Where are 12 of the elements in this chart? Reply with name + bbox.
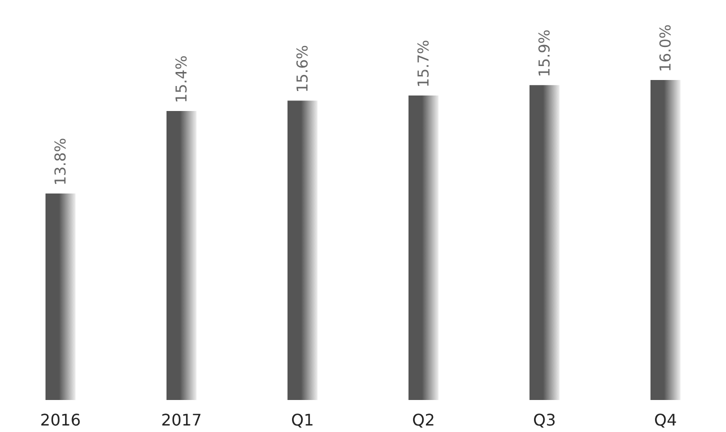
data-label: 15.6% (294, 44, 312, 93)
x-tick-label: Q2 (412, 410, 435, 430)
x-tick-label: Q1 (291, 410, 314, 430)
data-label: 13.8% (52, 138, 70, 186)
x-tick-label: 2017 (161, 410, 202, 430)
x-tick-label: Q3 (533, 410, 556, 430)
data-label: 15.9% (536, 30, 554, 78)
data-label: 16.0% (656, 24, 674, 72)
data-label: 15.7% (414, 40, 432, 88)
data-label: 15.4% (172, 55, 190, 103)
x-tick-label: 2016 (40, 410, 81, 430)
x-tick-label: Q4 (654, 410, 677, 430)
